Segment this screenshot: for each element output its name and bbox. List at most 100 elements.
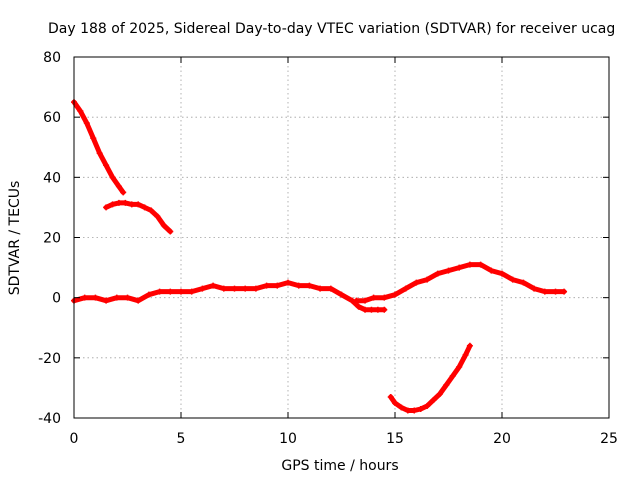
series-points-segment-5-dip bbox=[387, 342, 473, 414]
data-point bbox=[456, 363, 463, 370]
data-point bbox=[81, 294, 88, 301]
data-point bbox=[392, 399, 398, 406]
data-point bbox=[443, 381, 450, 388]
data-point bbox=[434, 270, 441, 277]
data-point bbox=[381, 306, 388, 313]
data-point bbox=[92, 294, 99, 301]
data-point bbox=[362, 297, 369, 304]
x-axis-label: GPS time / hours bbox=[281, 458, 398, 474]
data-point bbox=[115, 199, 122, 206]
data-point bbox=[413, 279, 420, 286]
data-point bbox=[499, 270, 505, 277]
y-axis-label: SDTVAR / TECUs bbox=[7, 181, 23, 296]
y-tick-label: 60 bbox=[43, 110, 61, 126]
x-tick-label: 5 bbox=[177, 431, 186, 447]
data-point bbox=[103, 204, 110, 211]
data-point bbox=[374, 306, 381, 313]
data-point bbox=[220, 285, 227, 292]
data-point bbox=[466, 342, 473, 349]
data-point bbox=[327, 285, 334, 292]
series-line-segment-4-rising bbox=[354, 262, 567, 304]
series-points-segment-3-main-band bbox=[71, 279, 388, 313]
x-tick-label: 0 bbox=[70, 431, 79, 447]
data-point bbox=[109, 174, 116, 181]
data-point bbox=[509, 276, 516, 283]
data-point bbox=[436, 390, 443, 397]
data-point bbox=[445, 267, 452, 274]
data-point bbox=[115, 183, 122, 190]
y-tick-labels: -40 -20 0 20 40 60 80 bbox=[38, 50, 61, 427]
data-point bbox=[387, 393, 394, 400]
data-point bbox=[199, 285, 206, 292]
data-point bbox=[392, 291, 398, 298]
series-line-segment-5-dip bbox=[388, 343, 473, 413]
data-point bbox=[120, 189, 127, 196]
data-point bbox=[124, 294, 131, 301]
y-tick-label: -40 bbox=[38, 411, 61, 427]
data-point bbox=[541, 288, 548, 295]
data-point bbox=[154, 213, 161, 220]
data-point bbox=[417, 405, 424, 412]
data-point bbox=[370, 294, 377, 301]
data-point bbox=[156, 288, 163, 295]
data-point bbox=[128, 201, 135, 208]
data-series bbox=[71, 99, 568, 414]
data-point bbox=[424, 276, 431, 283]
data-point bbox=[449, 372, 456, 379]
data-point bbox=[113, 294, 120, 301]
y-tick-label: 0 bbox=[52, 291, 61, 307]
data-point bbox=[103, 162, 110, 169]
series-line-segment-1-descending bbox=[71, 99, 126, 195]
series-points-segment-2-hump bbox=[103, 199, 174, 235]
data-point bbox=[488, 267, 495, 274]
data-point bbox=[285, 279, 291, 286]
y-tick-label: 80 bbox=[43, 50, 61, 66]
data-point bbox=[317, 285, 324, 292]
data-point bbox=[561, 288, 568, 295]
data-point bbox=[83, 120, 90, 127]
y-tick-label: 20 bbox=[43, 231, 61, 247]
data-point bbox=[160, 222, 167, 229]
data-point bbox=[109, 201, 116, 208]
data-point bbox=[90, 135, 97, 142]
data-point bbox=[210, 282, 217, 289]
x-tick-label: 20 bbox=[493, 431, 511, 447]
y-tick-label: 40 bbox=[43, 170, 61, 186]
data-point bbox=[424, 402, 431, 409]
y-tick-label: -20 bbox=[38, 351, 61, 367]
axis-ticks bbox=[73, 56, 610, 419]
data-point bbox=[103, 297, 110, 304]
x-tick-label: 15 bbox=[386, 431, 404, 447]
data-point bbox=[411, 407, 418, 414]
data-point bbox=[520, 279, 527, 286]
data-point bbox=[135, 297, 142, 304]
data-point bbox=[145, 291, 152, 298]
data-point bbox=[355, 303, 362, 310]
data-point bbox=[402, 285, 409, 292]
series-points-segment-1-descending bbox=[71, 99, 127, 196]
data-point bbox=[404, 407, 411, 414]
data-point bbox=[178, 288, 184, 295]
data-point bbox=[381, 294, 388, 301]
data-point bbox=[122, 199, 129, 206]
data-point bbox=[135, 201, 142, 208]
data-point bbox=[362, 306, 369, 313]
x-tick-label: 10 bbox=[279, 431, 297, 447]
data-point bbox=[368, 306, 375, 313]
data-point bbox=[167, 288, 174, 295]
chart-title: Day 188 of 2025, Sidereal Day-to-day VTE… bbox=[48, 21, 615, 37]
data-point bbox=[96, 150, 103, 157]
data-point bbox=[306, 282, 313, 289]
data-point bbox=[398, 404, 405, 411]
data-point bbox=[430, 396, 437, 403]
x-tick-label: 25 bbox=[600, 431, 618, 447]
grid bbox=[74, 57, 609, 418]
data-point bbox=[141, 204, 148, 211]
series-line-segment-3-main-band bbox=[71, 280, 387, 313]
data-point bbox=[252, 285, 259, 292]
data-point bbox=[338, 291, 345, 298]
data-point bbox=[274, 282, 281, 289]
data-point bbox=[552, 288, 559, 295]
data-point bbox=[188, 288, 195, 295]
